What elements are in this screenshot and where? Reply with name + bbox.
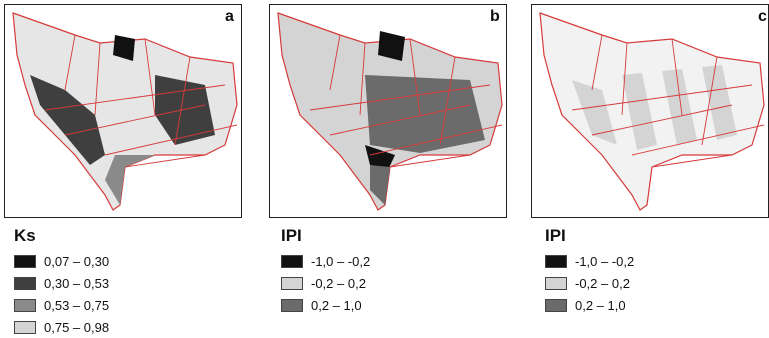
legend-swatch: [545, 254, 567, 268]
legend-swatch: [14, 254, 36, 268]
legend-swatch: [281, 276, 303, 290]
legend-ipi-c: IPI -1,0 – -0,2 -0,2 – 0,2 0,2 – 1,0: [545, 226, 634, 316]
zone-mid-south: [105, 155, 155, 205]
legend-swatch: [14, 298, 36, 312]
legend-swatch: [281, 298, 303, 312]
legend-label: -0,2 – 0,2: [311, 275, 366, 291]
legend-label: 0,2 – 1,0: [311, 297, 362, 313]
field-lines: [44, 34, 238, 168]
legend-label: -0,2 – 0,2: [575, 275, 630, 291]
legend-item: 0,75 – 0,98: [14, 316, 109, 338]
legend-label: 0,07 – 0,30: [44, 253, 110, 269]
map-b-svg: [277, 12, 503, 211]
legend-swatch: [281, 254, 303, 268]
zone-dark-southwest: [30, 75, 105, 165]
legend-item: -0,2 – 0,2: [281, 272, 370, 294]
legend-title: Ks: [14, 226, 36, 245]
legend-item: -1,0 – -0,2: [545, 250, 634, 272]
legend-label: -1,0 – -0,2: [575, 253, 635, 269]
legend-label: 0,30 – 0,53: [44, 275, 110, 291]
zone-mid-south: [370, 165, 390, 205]
legend-item: -0,2 – 0,2: [545, 272, 634, 294]
legend-swatch: [545, 276, 567, 290]
legend-swatch: [14, 276, 36, 290]
zone-black-north: [113, 35, 135, 61]
legend-item: 0,2 – 1,0: [281, 294, 370, 316]
panel-letter: c: [758, 8, 767, 25]
field-lines: [309, 34, 503, 168]
legend-item: 0,53 – 0,75: [14, 294, 109, 316]
legend-label: 0,53 – 0,75: [44, 297, 110, 313]
legend-item: 0,30 – 0,53: [14, 272, 109, 294]
map-a-svg: [12, 12, 238, 211]
legend-title: IPI: [545, 226, 566, 245]
legend-label: 0,75 – 0,98: [44, 319, 110, 335]
legend-ks: Ks 0,07 – 0,30 0,30 – 0,53 0,53 – 0,75 0…: [14, 226, 109, 338]
panel-letter: a: [225, 8, 234, 25]
map-c-svg: [539, 12, 765, 211]
map-panel-b: b: [269, 4, 507, 218]
legend-item: 0,2 – 1,0: [545, 294, 634, 316]
zone-light-stripes: [572, 65, 737, 150]
legend-title: IPI: [281, 226, 302, 245]
legend-ipi-b: IPI -1,0 – -0,2 -0,2 – 0,2 0,2 – 1,0: [281, 226, 370, 316]
legend-swatch: [545, 298, 567, 312]
legend-item: -1,0 – -0,2: [281, 250, 370, 272]
zone-mid-east: [365, 75, 485, 153]
map-panel-c: c: [531, 4, 769, 218]
legend-label: 0,2 – 1,0: [575, 297, 626, 313]
zone-black-north: [378, 31, 405, 61]
panel-letter: b: [490, 8, 500, 25]
legend-swatch: [14, 320, 36, 334]
zone-black-south: [365, 145, 395, 170]
map-panel-a: a: [4, 4, 242, 218]
legend-item: 0,07 – 0,30: [14, 250, 109, 272]
legend-label: -1,0 – -0,2: [311, 253, 371, 269]
field-lines: [571, 34, 765, 168]
